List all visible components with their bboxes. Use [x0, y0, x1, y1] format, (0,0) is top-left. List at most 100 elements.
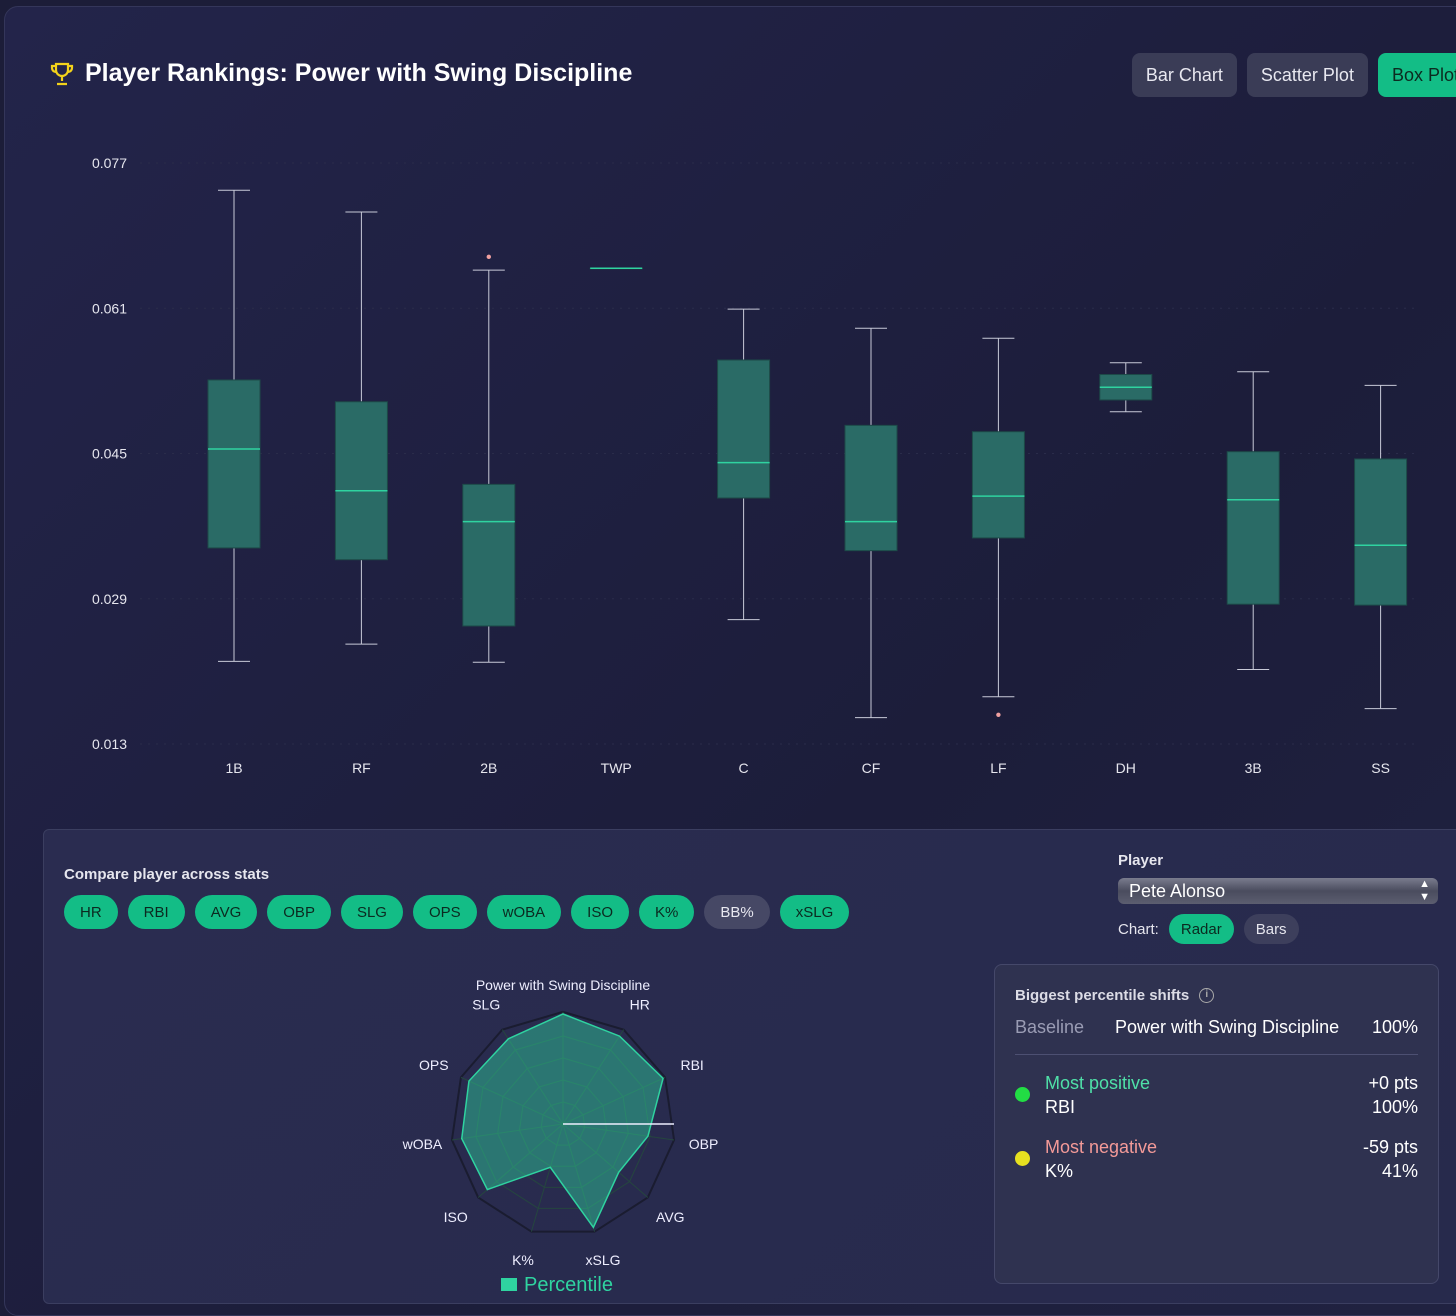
baseline-name: Power with Swing Discipline [1115, 1017, 1340, 1037]
radar-area [460, 1013, 664, 1229]
x-tick-label: 2B [480, 760, 497, 776]
stat-chip-iso[interactable]: ISO [571, 895, 630, 929]
radar-axis-label: OPS [419, 1057, 449, 1073]
x-tick-label: CF [862, 760, 881, 776]
radar-axis-label: HR [630, 997, 650, 1013]
radar-spoke [562, 1123, 675, 1141]
stat-chips: HR RBI AVG OBP SLG OPS wOBA ISO K% BB% xSLG [64, 895, 850, 929]
radar-spoke [562, 1123, 649, 1198]
y-tick-label: 0.029 [92, 591, 127, 607]
stat-chip-ops[interactable]: OPS [412, 895, 477, 929]
most-negative-delta: -59 pts [1362, 1137, 1418, 1157]
x-tick-label: 3B [1245, 760, 1262, 776]
radar-grid-ring [540, 1101, 586, 1146]
bar-chart-button[interactable]: Bar Chart [1131, 53, 1237, 97]
radar-spoke [501, 1029, 564, 1125]
compare-panel: Compare player across stats HR RBI AVG OBP S… [43, 829, 1456, 1304]
most-negative-stat: K% [1045, 1161, 1074, 1181]
radar-axis-label: RBI [680, 1057, 703, 1073]
compare-label: Compare player across stats [64, 866, 270, 883]
box-plot-chart: 0.077 0.061 0.045 0.029 0.013 1B RF 2B TWP C CF LF D… [92, 155, 1420, 776]
stat-chip-bb-pct[interactable]: BB% [704, 895, 770, 929]
box-rf [334, 211, 388, 645]
most-negative-label: Most negative [1045, 1137, 1158, 1157]
radar-axis-label: wOBA [402, 1136, 443, 1152]
box-2b [462, 254, 516, 663]
radar-spoke [562, 1029, 625, 1125]
box-iqr [844, 424, 898, 552]
radar-spoke [562, 1076, 666, 1125]
most-positive-value: 100% [1371, 1097, 1418, 1117]
x-tick-label: 1B [225, 760, 242, 776]
stat-chip-hr[interactable]: HR [64, 895, 118, 929]
shifts-title: Biggest percentile shifts [1015, 987, 1190, 1004]
box-ss [1354, 384, 1408, 710]
title-text: Player Rankings: Power with Swing Discip… [85, 59, 633, 87]
box-iqr [717, 359, 771, 499]
x-tick-label: LF [990, 760, 1006, 776]
baseline-value: 100% [1371, 1017, 1418, 1037]
select-arrows-icon: ▲ ▼ [1419, 878, 1430, 903]
most-positive-delta: +0 pts [1368, 1073, 1418, 1093]
stat-chip-k-pct[interactable]: K% [639, 895, 695, 929]
box-3b [1226, 371, 1280, 671]
box-c [717, 308, 771, 621]
y-tick-label: 0.077 [92, 155, 127, 171]
bars-toggle[interactable]: Bars [1243, 914, 1299, 944]
y-tick-label: 0.045 [92, 446, 127, 462]
trophy-icon [50, 62, 74, 85]
x-tick-label: SS [1371, 760, 1390, 776]
radar-chart: Power with Swing Discipline HR RBI OBP AVG xS… [402, 977, 719, 1296]
box-iqr [1354, 458, 1408, 606]
radar-axis-label: AVG [656, 1209, 685, 1225]
box-cf [844, 327, 898, 719]
box-twp [589, 267, 643, 270]
x-tick-label: TWP [601, 760, 632, 776]
player-select-value: Pete Alonso [1129, 881, 1226, 901]
radar-axis-label: OBP [689, 1136, 719, 1152]
stat-chip-xslg[interactable]: xSLG [779, 895, 850, 929]
radar-spoke [460, 1076, 564, 1125]
radar-spoke [477, 1123, 564, 1198]
most-negative-value: 41% [1381, 1161, 1418, 1181]
y-tick-label: 0.013 [92, 736, 127, 752]
x-tick-label: DH [1116, 760, 1136, 776]
legend-label: Percentile [524, 1274, 613, 1296]
radar-spoke [451, 1123, 564, 1141]
box-dh [1099, 362, 1153, 413]
baseline-label: Baseline [1015, 1017, 1085, 1037]
box-1b [207, 189, 261, 662]
box-iqr [1226, 451, 1280, 605]
stat-chip-slg[interactable]: SLG [340, 895, 403, 929]
radar-axis-label: K% [512, 1252, 534, 1268]
radar-grid-ring [450, 1010, 676, 1233]
box-plot-button[interactable]: Box Plot [1377, 53, 1456, 97]
stat-chip-woba[interactable]: wOBA [486, 895, 562, 929]
most-positive-stat: RBI [1045, 1097, 1076, 1117]
positive-dot-icon [1015, 1087, 1030, 1102]
info-icon[interactable]: i [1199, 988, 1215, 1003]
x-tick-label: C [739, 760, 749, 776]
chart-type-label: Chart: [1118, 920, 1159, 938]
radar-axis-label: SLG [472, 997, 500, 1013]
radar-axis-label: xSLG [585, 1252, 620, 1268]
radar-grid-ring [518, 1079, 608, 1167]
x-tick-label: RF [352, 760, 371, 776]
stat-chip-rbi[interactable]: RBI [127, 895, 185, 929]
stat-chip-avg[interactable]: AVG [194, 895, 258, 929]
radar-grid-ring [475, 1035, 651, 1209]
radar-grid-ring [497, 1057, 629, 1188]
outlier-point [996, 712, 1001, 717]
player-select[interactable]: Pete Alonso ▲ ▼ [1118, 878, 1438, 904]
box-iqr [971, 431, 1025, 539]
divider [1015, 1054, 1418, 1055]
box-lf [971, 337, 1025, 717]
stat-chip-obp[interactable]: OBP [267, 895, 331, 929]
box-iqr [462, 483, 516, 627]
negative-dot-icon [1015, 1151, 1030, 1166]
player-label: Player [1118, 852, 1164, 869]
radar-axis-label: Power with Swing Discipline [476, 977, 651, 993]
radar-toggle[interactable]: Radar [1168, 914, 1234, 944]
box-iqr [207, 379, 261, 549]
scatter-plot-button[interactable]: Scatter Plot [1246, 53, 1368, 97]
